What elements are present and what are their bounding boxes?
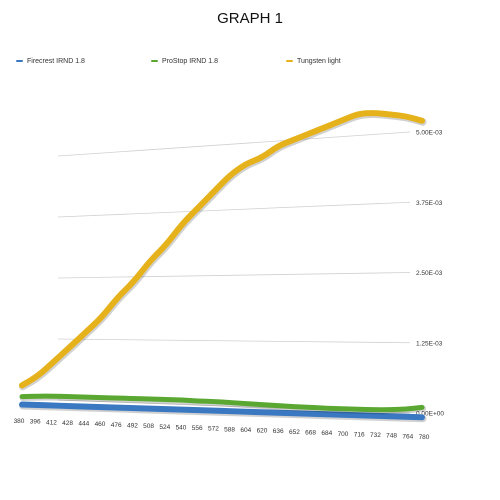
series-line-tungsten[interactable] — [19, 110, 425, 389]
x-tick-label: 748 — [386, 433, 397, 440]
x-tick-label: 732 — [370, 432, 381, 439]
x-tick-label: 668 — [305, 430, 316, 437]
x-tick-label: 700 — [338, 431, 349, 438]
x-tick-label: 588 — [224, 426, 235, 433]
legend-item-firecrest[interactable]: Firecrest IRND 1.8 — [16, 58, 85, 65]
x-axis-ticks: 380 396 412 428 444 460 476 492 508 524 540 556 572 5… — [14, 418, 430, 441]
x-tick-label: 508 — [143, 423, 154, 430]
x-tick-label: 444 — [78, 421, 89, 428]
x-tick-label: 604 — [240, 427, 251, 434]
x-tick-label: 780 — [419, 434, 430, 441]
x-tick-label: 380 — [14, 418, 25, 425]
x-tick-label: 396 — [30, 419, 41, 426]
legend-swatch-prostop — [151, 60, 158, 63]
x-tick-label: 684 — [321, 430, 332, 437]
y-tick-label: 0.00E+00 — [416, 411, 444, 418]
y-tick-label: 2.50E-03 — [416, 270, 443, 277]
gridline — [57, 201, 411, 218]
series-shadow-tungsten — [19, 110, 427, 391]
x-tick-label: 412 — [46, 419, 57, 426]
x-tick-label: 652 — [289, 429, 300, 436]
legend-swatch-tungsten — [286, 60, 293, 63]
x-tick-label: 524 — [159, 424, 170, 431]
x-tick-label: 540 — [176, 424, 187, 431]
x-tick-label: 764 — [402, 433, 413, 440]
gridline — [57, 338, 411, 344]
legend-swatch-firecrest — [16, 60, 23, 63]
legend-item-prostop[interactable]: ProStop IRND 1.8 — [151, 58, 218, 65]
y-axis-ticks: 0.00E+00 1.25E-03 2.50E-03 3.75E-03 5.00E-03 — [416, 130, 444, 418]
y-tick-label: 5.00E-03 — [416, 130, 443, 137]
x-tick-label: 716 — [354, 431, 365, 438]
chart-title: GRAPH 1 — [217, 10, 283, 27]
legend-label-firecrest: Firecrest IRND 1.8 — [27, 58, 85, 65]
x-tick-label: 556 — [192, 425, 203, 432]
series-layer — [19, 110, 427, 423]
gridline — [57, 131, 411, 157]
gridline — [57, 272, 411, 279]
x-tick-label: 636 — [273, 428, 284, 435]
x-tick-label: 476 — [111, 422, 122, 429]
legend-label-prostop: ProStop IRND 1.8 — [162, 58, 219, 65]
x-tick-label: 460 — [95, 421, 106, 428]
legend: Firecrest IRND 1.8 ProStop IRND 1.8 Tung… — [0, 58, 500, 72]
legend-item-tungsten[interactable]: Tungsten light — [286, 58, 341, 65]
x-tick-label: 620 — [257, 428, 268, 435]
legend-label-tungsten: Tungsten light — [297, 58, 341, 65]
series-line-firecrest[interactable] — [19, 401, 425, 421]
x-tick-label: 492 — [127, 422, 138, 429]
y-tick-label: 1.25E-03 — [416, 340, 443, 347]
x-tick-label: 428 — [62, 420, 73, 427]
x-tick-label: 572 — [208, 426, 219, 433]
y-tick-label: 3.75E-03 — [416, 200, 443, 207]
series-line-prostop[interactable] — [19, 393, 425, 413]
